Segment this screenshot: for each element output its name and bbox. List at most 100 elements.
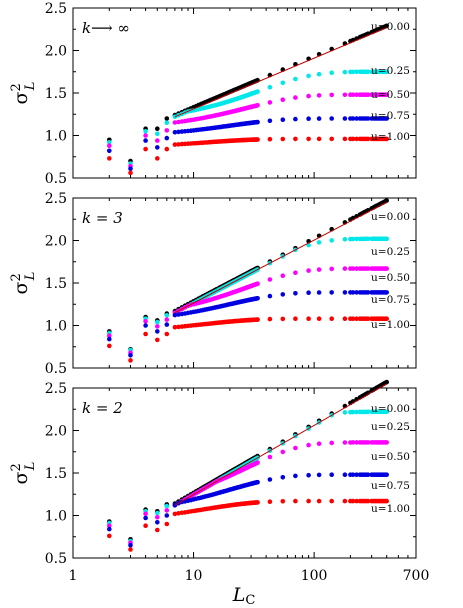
data-point-u-0.25 — [329, 238, 335, 243]
y-tick-label: 1.0 — [45, 129, 67, 145]
data-point-u-0.50 — [164, 317, 170, 322]
legend-entry-u050: u=0.50 — [371, 272, 410, 284]
data-point-u-0.75 — [267, 118, 273, 124]
data-point-u-0.25 — [155, 510, 160, 516]
data-point-u-0.75 — [143, 138, 148, 143]
data-point-u-1.00 — [329, 136, 335, 142]
data-point-u-0.25 — [384, 69, 390, 75]
legend-entry-u0: u=0.00 — [371, 403, 410, 415]
data-point-u-0.25 — [316, 240, 322, 245]
data-point-u-1.00 — [316, 498, 322, 504]
data-point-u-0.75 — [107, 336, 112, 342]
legend-entry-u025: u=0.25 — [371, 246, 410, 258]
data-point-u-1.00 — [354, 136, 359, 142]
data-point-u-0.75 — [354, 116, 359, 121]
data-points — [107, 23, 390, 176]
y-tick-label: 2.0 — [45, 44, 67, 60]
data-point-u-0.50 — [293, 270, 298, 276]
data-point-u-0.75 — [365, 116, 371, 121]
data-point-u-0.25 — [267, 84, 273, 90]
data-point-u-0.75 — [354, 290, 359, 295]
data-point-u-0.25 — [280, 80, 286, 86]
data-point-u-1.00 — [342, 316, 348, 322]
legend: u=0.00 u=0.25 u=0.50 u=0.75 u=1.00 — [371, 211, 410, 331]
data-point-u-0.50 — [329, 266, 335, 272]
data-point-u-0.50 — [384, 92, 390, 97]
data-point-u-0.75 — [280, 292, 286, 297]
data-point-u-1.00 — [128, 358, 133, 363]
data-point-u-1.00 — [350, 316, 356, 322]
data-point-u-0.25 — [350, 69, 356, 75]
data-point-u-0.25 — [306, 73, 311, 79]
data-point-u-1.00 — [107, 343, 112, 349]
data-point-u-1.00 — [176, 142, 181, 147]
data-point-u-0.50 — [350, 92, 356, 97]
data-point-u-0.25 — [350, 409, 356, 415]
data-point-u-0.50 — [316, 93, 322, 98]
data-point-u-0.50 — [255, 103, 260, 108]
legend: u=0.00 u=0.25 u=0.50 u=0.75 u=1.00 — [371, 403, 410, 515]
data-point-u-0.75 — [342, 472, 348, 478]
data-point-u-0.75 — [255, 296, 260, 301]
legend-entry-u100: u=1.00 — [371, 319, 410, 331]
data-point-u-0.50 — [143, 133, 148, 138]
y-tick-label: 2.0 — [45, 234, 67, 250]
data-point-u-1.00 — [255, 137, 260, 142]
data-point-u-0.75 — [164, 322, 170, 327]
data-point-u-0.00 — [384, 23, 390, 29]
data-point-u-0.25 — [365, 409, 371, 415]
x-axis-ticks — [72, 388, 417, 558]
data-point-u-0.75 — [176, 129, 181, 135]
data-points — [107, 379, 390, 552]
data-point-u-0.75 — [107, 526, 112, 532]
data-point-u-0.25 — [384, 236, 390, 242]
data-point-u-0.50 — [354, 92, 359, 97]
data-point-u-0.50 — [306, 442, 311, 448]
data-point-u-0.25 — [107, 140, 112, 145]
data-points — [107, 198, 390, 363]
data-point-u-0.75 — [354, 472, 359, 478]
data-point-u-0.25 — [155, 131, 160, 137]
data-point-u-1.00 — [267, 136, 273, 142]
data-point-u-0.75 — [306, 290, 311, 296]
y-tick-label: 0.5 — [45, 171, 67, 187]
data-point-u-1.00 — [365, 498, 371, 504]
data-point-u-0.50 — [267, 454, 273, 460]
data-point-u-1.00 — [316, 136, 322, 142]
data-point-u-0.25 — [354, 236, 359, 242]
data-point-u-1.00 — [155, 156, 160, 161]
data-point-u-0.75 — [384, 116, 390, 121]
data-point-u-0.50 — [342, 266, 348, 271]
data-point-u-0.25 — [255, 89, 260, 94]
data-point-u-1.00 — [107, 533, 112, 539]
data-point-u-1.00 — [306, 498, 311, 504]
data-point-u-0.75 — [293, 291, 298, 296]
x-tick-labels: 1 10 100 700 — [69, 568, 430, 584]
y-tick-label: 1.0 — [45, 509, 67, 525]
data-point-u-1.00 — [164, 146, 170, 152]
y-axis-ticks: 0.5 1.0 1.5 2.0 2.5 — [45, 191, 416, 377]
data-point-u-1.00 — [143, 146, 148, 152]
data-point-u-0.50 — [172, 120, 178, 125]
data-point-u-0.25 — [354, 69, 359, 75]
data-point-u-0.50 — [342, 440, 348, 445]
data-point-u-0.50 — [329, 92, 335, 98]
data-point-u-0.75 — [350, 290, 356, 295]
data-point-u-0.25 — [354, 409, 359, 415]
data-point-u-0.00 — [164, 116, 170, 121]
y-axis-label: σ2L — [9, 82, 38, 105]
data-point-u-0.25 — [384, 409, 390, 415]
data-point-u-0.75 — [255, 119, 260, 125]
panel-k-infinity: 0.5 1.0 1.5 2.0 2.5 k⟶ ∞ u=0.00 u=0.25 u=0.5… — [9, 1, 417, 187]
data-point-u-1.00 — [155, 527, 160, 533]
fit-line — [174, 383, 387, 506]
panel-label: k = 3 — [82, 209, 123, 227]
y-axis-label: σ2L — [9, 272, 38, 295]
data-point-u-0.50 — [164, 128, 170, 133]
data-point-u-0.25 — [365, 69, 371, 75]
data-point-u-1.00 — [172, 142, 178, 147]
data-point-u-0.50 — [143, 511, 148, 517]
data-point-u-0.50 — [280, 449, 286, 455]
data-point-u-0.75 — [267, 293, 273, 299]
